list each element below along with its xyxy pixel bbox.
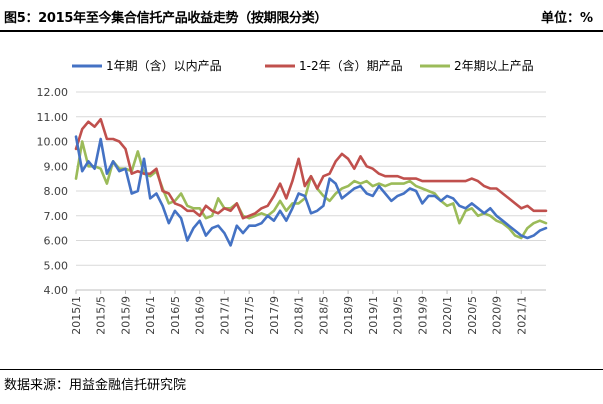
x-axis: 2015/1 2015/5 2015/9 2016/1 2016/5 2016/9 2017… (70, 289, 546, 335)
series-lines (74, 117, 548, 247)
bottom-rule (0, 369, 603, 370)
series-line-2 (74, 117, 548, 220)
x-tick-label: 2019/5 (392, 296, 405, 335)
y-tick-label: 10.00 (37, 136, 69, 149)
legend-label: 1年期（含）以内产品 (106, 58, 222, 73)
y-tick-label: 7.00 (44, 210, 69, 223)
series-line-1 (74, 135, 548, 247)
series-line-3 (74, 140, 548, 240)
y-tick-label: 5.00 (44, 259, 69, 272)
x-tick-label: 2020/9 (491, 296, 504, 335)
x-tick-label: 2020/1 (441, 296, 454, 335)
source-note: 数据来源：用益金融信托研究院 (4, 378, 187, 393)
line-chart: 4.005.006.007.008.009.0010.0011.0012.00 … (37, 58, 548, 335)
chart-title: 图5：2015年至今集合信托产品收益走势（按期限分类） (4, 11, 328, 26)
x-tick-label: 2017/9 (268, 296, 281, 335)
legend-label: 2年期以上产品 (454, 59, 534, 73)
x-tick-label: 2021/1 (515, 296, 528, 335)
x-tick-label: 2015/5 (95, 296, 108, 335)
x-tick-label: 2018/5 (317, 296, 330, 335)
legend: 1年期（含）以内产品 1-2年（含）期产品 2年期以上产品 (72, 58, 534, 73)
x-tick-label: 2016/5 (169, 296, 182, 335)
x-tick-label: 2015/9 (119, 296, 132, 335)
y-tick-label: 9.00 (44, 160, 69, 173)
x-tick-label: 2016/9 (194, 296, 207, 335)
legend-label: 1-2年（含）期产品 (299, 58, 403, 73)
x-tick-label: 2019/9 (416, 296, 429, 335)
x-tick-label: 2017/5 (243, 296, 256, 335)
y-tick-label: 11.00 (37, 111, 69, 124)
chart-header: 图5：2015年至今集合信托产品收益走势（按期限分类） 单位：% (0, 0, 603, 28)
y-tick-label: 4.00 (44, 284, 69, 297)
x-tick-label: 2020/5 (466, 296, 479, 335)
y-tick-label: 8.00 (44, 185, 69, 198)
x-tick-label: 2019/1 (367, 296, 380, 335)
unit-label: 单位：% (540, 11, 593, 26)
x-tick-label: 2018/1 (293, 296, 306, 335)
grid-lines (76, 91, 546, 266)
top-rule (0, 30, 603, 32)
y-tick-label: 6.00 (44, 235, 69, 248)
x-tick-label: 2016/1 (144, 296, 157, 335)
x-tick-label: 2015/1 (70, 296, 83, 335)
x-tick-label: 2018/9 (342, 296, 355, 335)
y-axis-ticks: 4.00 5.00 6.00 7.00 8.00 9.00 10.00 11.00 12.00 (37, 86, 69, 297)
y-tick-label: 12.00 (37, 86, 69, 99)
x-tick-label: 2017/1 (218, 296, 231, 335)
